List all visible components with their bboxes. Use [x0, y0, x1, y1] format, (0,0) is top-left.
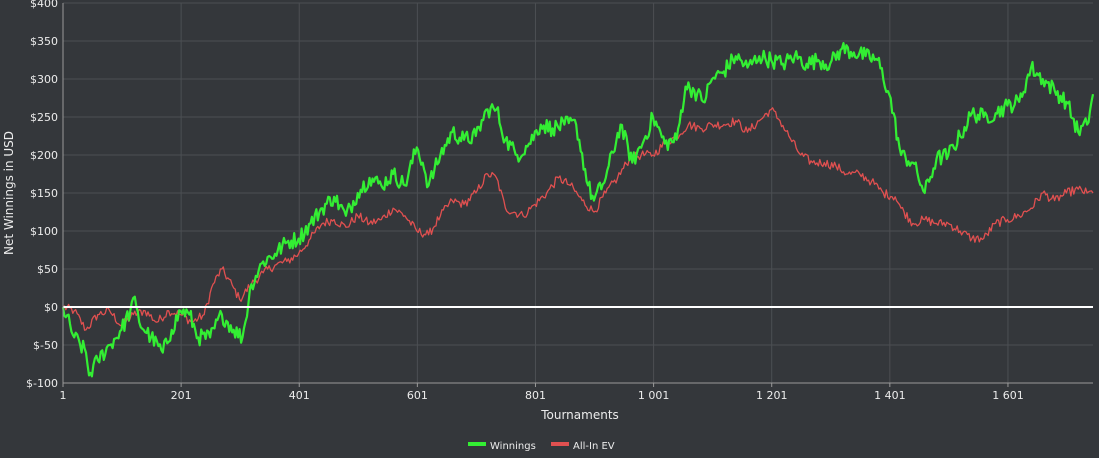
legend-label: Winnings: [490, 441, 536, 452]
series-line-all-in-ev: [62, 107, 1094, 331]
x-tick-label: 1 201: [756, 389, 788, 402]
legend-swatch: [468, 442, 486, 446]
y-tick-label: $250: [30, 111, 58, 124]
y-tick-label: $-50: [33, 339, 58, 352]
series-line-winnings: [61, 42, 1095, 378]
y-tick-label: $400: [30, 0, 58, 10]
gridlines: [62, 2, 1093, 384]
legend: Winnings All-In EV: [468, 441, 615, 452]
x-tick-label: 1 001: [638, 389, 670, 402]
y-tick-label: $200: [30, 149, 58, 162]
x-tick-label: 201: [171, 389, 192, 402]
y-tick-label: $-100: [26, 377, 58, 390]
x-tick-label: 401: [289, 389, 310, 402]
legend-item-winnings[interactable]: Winnings: [468, 441, 536, 452]
x-tick-label: 1: [60, 389, 67, 402]
x-tick-label: 801: [525, 389, 546, 402]
y-tick-label: $0: [44, 301, 58, 314]
y-tick-label: $350: [30, 35, 58, 48]
legend-swatch: [551, 442, 569, 446]
x-axis-ticks: 1 201 401 601 801 1 001 1 201 1 401 1 601: [60, 383, 1024, 402]
legend-item-all-in-ev[interactable]: All-In EV: [551, 441, 615, 452]
x-tick-label: 1 401: [874, 389, 906, 402]
x-tick-label: 601: [407, 389, 428, 402]
x-tick-label: 1 601: [992, 389, 1024, 402]
series-lines: [61, 42, 1095, 378]
y-tick-label: $100: [30, 225, 58, 238]
y-tick-label: $50: [37, 263, 58, 276]
y-axis-ticks: $-100 $-50 $0 $50 $100 $150 $200 $250 $300 $350 $4…: [26, 0, 58, 390]
legend-label: All-In EV: [573, 441, 615, 452]
y-tick-label: $150: [30, 187, 58, 200]
y-axis-title: Net Winnings in USD: [2, 131, 16, 255]
x-axis-title: Tournaments: [540, 408, 619, 422]
axes: [62, 3, 1093, 384]
y-tick-label: $300: [30, 73, 58, 86]
